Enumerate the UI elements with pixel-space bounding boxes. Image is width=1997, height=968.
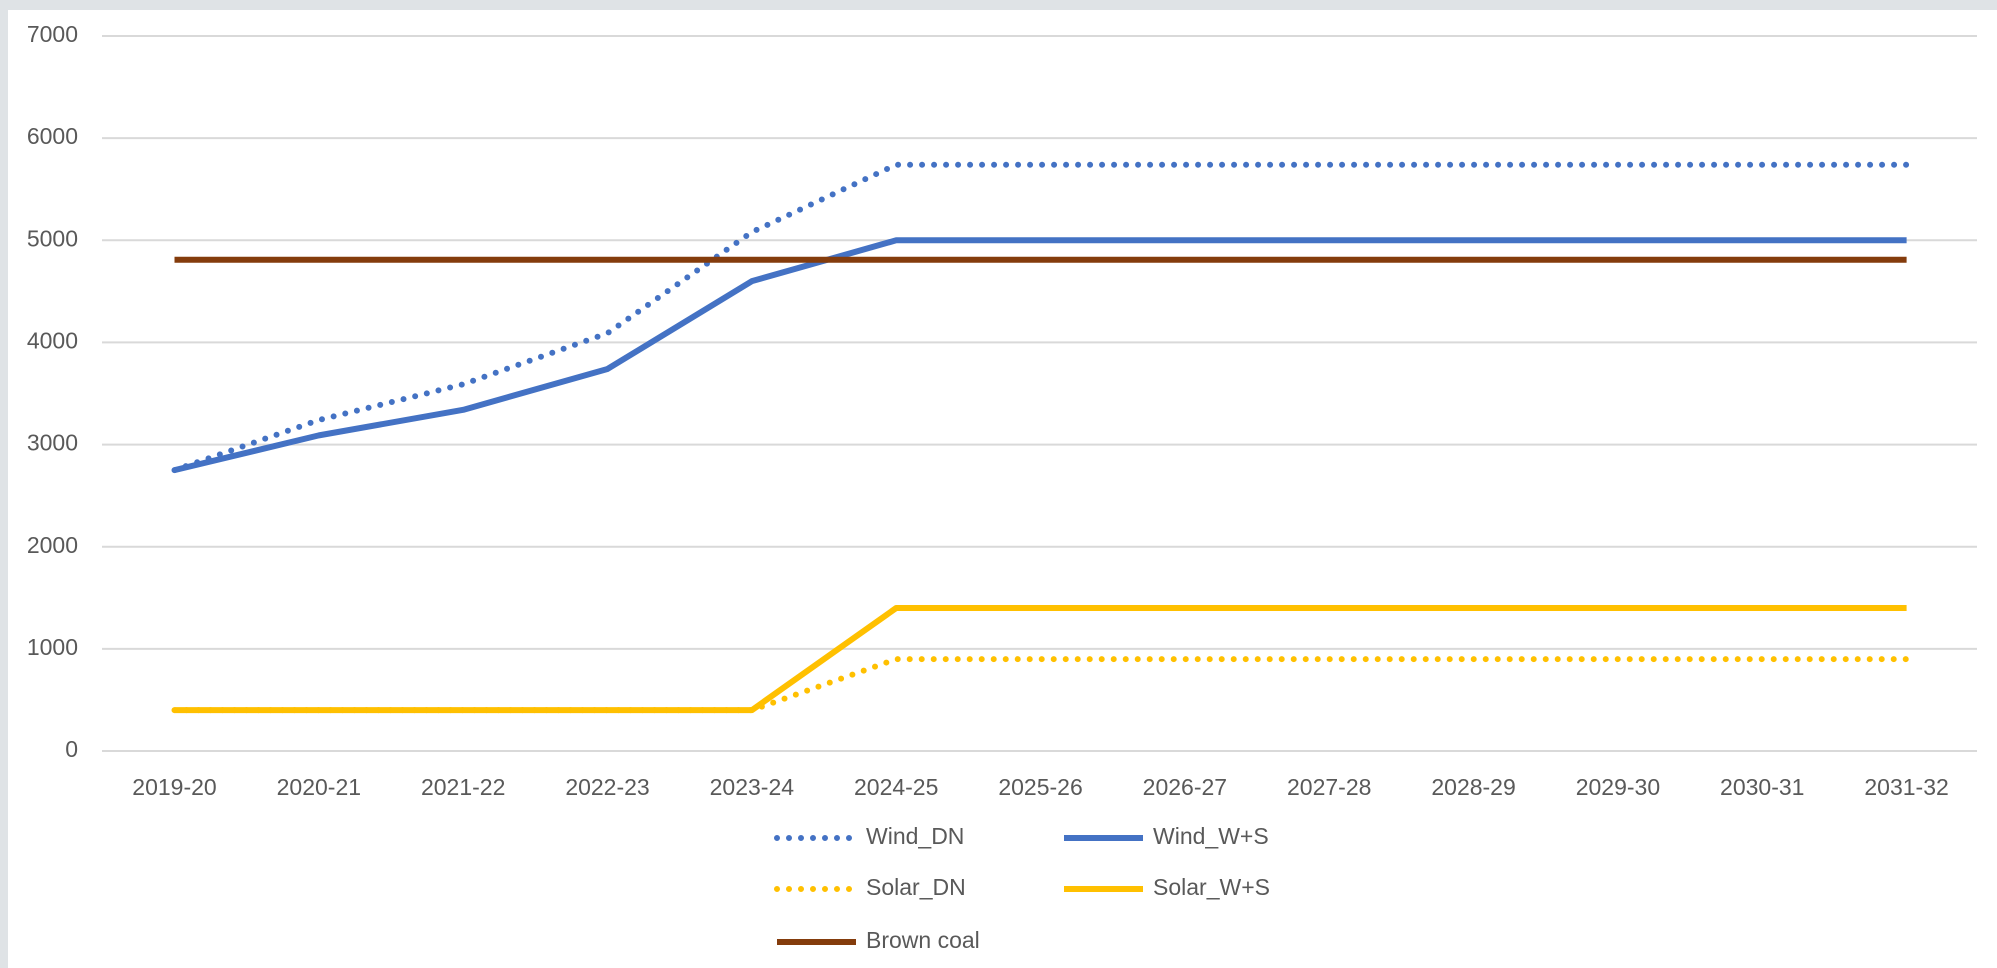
y-tick-label: 0	[65, 736, 78, 762]
x-tick-label: 2030-31	[1720, 774, 1804, 800]
y-tick-label: 4000	[27, 328, 78, 354]
y-tick-label: 7000	[27, 21, 78, 47]
y-tick-label: 5000	[27, 225, 78, 251]
x-tick-label: 2023-24	[710, 774, 795, 800]
legend-label: Solar_W+S	[1153, 874, 1270, 900]
y-tick-label: 6000	[27, 123, 78, 149]
x-tick-label: 2031-32	[1864, 774, 1948, 800]
y-tick-label: 2000	[27, 532, 78, 558]
x-tick-label: 2022-23	[565, 774, 649, 800]
legend-label: Wind_W+S	[1153, 823, 1269, 849]
series-line	[173, 237, 1907, 474]
legend-label: Brown coal	[866, 927, 980, 953]
x-tick-label: 2019-20	[132, 774, 216, 800]
x-tick-label: 2027-28	[1287, 774, 1371, 800]
y-tick-label: 3000	[27, 430, 78, 456]
x-tick-label: 2020-21	[277, 774, 361, 800]
y-tick-label: 1000	[27, 634, 78, 660]
series-line	[171, 161, 1910, 474]
chart-area	[8, 10, 1997, 968]
series-line	[174, 605, 1907, 714]
x-tick-label: 2024-25	[854, 774, 938, 800]
x-tick-label: 2025-26	[998, 774, 1082, 800]
legend-label: Solar_DN	[866, 874, 966, 900]
x-tick-label: 2029-30	[1576, 774, 1660, 800]
legend-label: Wind_DN	[866, 823, 964, 849]
x-tick-label: 2021-22	[421, 774, 505, 800]
x-tick-label: 2028-29	[1431, 774, 1515, 800]
x-tick-label: 2026-27	[1143, 774, 1227, 800]
